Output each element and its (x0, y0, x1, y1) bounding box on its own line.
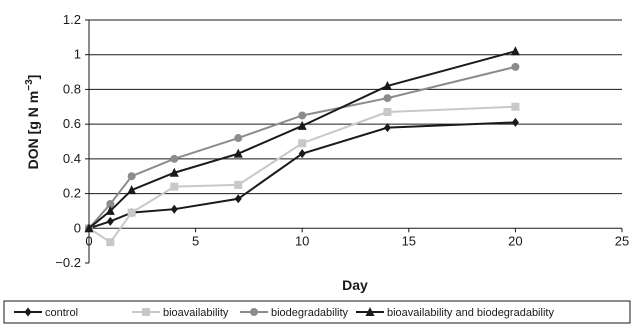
y-tick-label: 1.2 (63, 12, 81, 27)
legend-item: biodegradability (240, 307, 349, 319)
data-series (84, 46, 520, 247)
legend-item: bioavailability and biodegradability (356, 307, 554, 319)
data-point (127, 185, 137, 195)
data-point (84, 223, 94, 233)
legend-label: bioavailability and biodegradability (387, 307, 554, 319)
data-point (511, 102, 520, 111)
legend-marker (365, 307, 375, 316)
data-point (106, 238, 115, 247)
y-tick-label: 0.2 (63, 186, 81, 201)
series-line (88, 50, 516, 230)
series-line (88, 105, 516, 244)
series-line (88, 121, 516, 230)
y-axis-title-sup: −3 (24, 79, 35, 91)
data-point (127, 172, 136, 181)
x-tick-labels: 0 5 10 15 20 25 (85, 228, 629, 248)
series-circle (85, 62, 520, 233)
data-point (383, 107, 392, 116)
data-point (511, 117, 519, 127)
legend-marker (250, 308, 258, 316)
data-point (382, 80, 392, 90)
x-tick-label: 15 (402, 233, 416, 248)
data-point (106, 199, 115, 208)
legend: control bioavailability biodegradability bi… (14, 307, 554, 319)
data-point (170, 154, 179, 163)
data-point (169, 167, 179, 177)
legend-item: control (14, 307, 78, 319)
series-diamond (85, 117, 519, 233)
legend-box (3, 300, 631, 324)
y-axis-title-close: ] (25, 75, 41, 80)
legend-marker (24, 307, 32, 317)
data-point (383, 123, 391, 133)
y-tick-label: 0.4 (63, 151, 81, 166)
data-point (298, 111, 307, 120)
series-triangle (84, 46, 520, 233)
data-point (511, 62, 520, 71)
x-axis-title: Day (342, 277, 368, 293)
data-point (106, 216, 114, 226)
y-tick-label: 0 (74, 220, 81, 235)
legend-label: biodegradability (271, 307, 349, 319)
legend-item: bioavailability (132, 307, 229, 319)
data-point (298, 149, 306, 159)
y-axis-title: DON [g N m−3] (24, 75, 41, 170)
x-tick-label: 10 (295, 233, 309, 248)
data-point (170, 204, 178, 214)
data-point (127, 208, 136, 217)
data-point (105, 205, 115, 215)
data-point (234, 180, 243, 189)
legend-label: bioavailability (163, 307, 229, 319)
gridlines (85, 19, 622, 264)
data-point (234, 134, 243, 143)
y-tick-labels: −0.2 0 0.2 0.4 0.6 0.8 1 1.2 (55, 12, 81, 270)
y-tick-label: 1 (74, 47, 81, 62)
data-point (383, 94, 392, 103)
data-point (234, 194, 242, 204)
data-point (298, 139, 307, 148)
x-tick-label: 20 (508, 233, 522, 248)
data-point (170, 182, 179, 191)
y-axis-title-main: DON [g N m (25, 91, 41, 170)
legend-marker (142, 308, 150, 316)
data-point (233, 148, 243, 158)
y-tick-label: 0.6 (63, 116, 81, 131)
series-line (88, 65, 516, 229)
legend-label: control (45, 307, 78, 319)
data-point (297, 120, 307, 130)
x-tick-label: 0 (85, 233, 92, 248)
data-point (510, 46, 520, 56)
x-tick-label: 5 (192, 233, 199, 248)
y-tick-label: 0.8 (63, 81, 81, 96)
x-tick-label: 25 (615, 233, 629, 248)
y-tick-label: −0.2 (55, 255, 81, 270)
